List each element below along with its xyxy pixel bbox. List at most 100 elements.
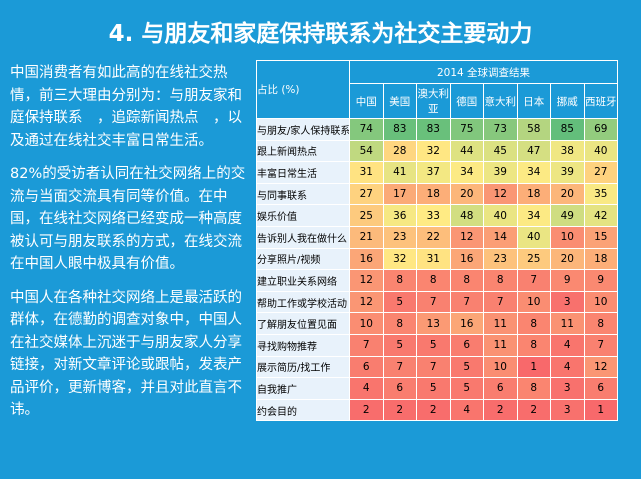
column-header: 意大利: [483, 83, 518, 119]
cell: 83: [382, 118, 417, 141]
header-row: 占比 (%) 2014 全球调查结果: [256, 60, 618, 119]
cell: 6: [449, 333, 484, 357]
cell: 8: [416, 269, 451, 292]
row-label: 自我推广: [256, 377, 350, 400]
cell: 23: [483, 247, 518, 271]
cell: 25: [349, 204, 384, 227]
cell: 27: [583, 161, 618, 184]
cell: 8: [516, 312, 551, 335]
text-column: 中国消费者有如此高的在线社交热情，前三大理由分别为：与朋友家和庭保持联系 ，追踪…: [10, 62, 246, 433]
cell: 40: [516, 225, 551, 249]
cell: 58: [516, 118, 551, 141]
cell: 13: [416, 312, 451, 335]
row-label: 分享照片/视频: [256, 247, 350, 271]
cell: 8: [516, 333, 551, 357]
cell: 10: [516, 290, 551, 314]
cell: 1: [516, 355, 551, 379]
group-header: 2014 全球调查结果: [349, 60, 618, 84]
row-label: 寻找购物推荐: [256, 333, 350, 357]
cell: 40: [583, 139, 618, 163]
cell: 12: [349, 290, 384, 314]
column-header: 挪威: [550, 83, 585, 119]
cell: 12: [449, 225, 484, 249]
cell: 1: [583, 398, 618, 422]
table-row: 了解朋友位置见面 10 8 13 16 11 8 11 8: [256, 312, 618, 335]
cell: 37: [416, 161, 451, 184]
cell: 18: [516, 182, 551, 206]
cell: 7: [516, 269, 551, 292]
cell: 39: [550, 161, 585, 184]
cell: 16: [449, 247, 484, 271]
cell: 25: [516, 247, 551, 271]
header-row: 中国 美国 澳大利亚 德国 意大利 日本 挪威 西班牙: [257, 83, 618, 119]
column-header: 日本: [516, 83, 551, 119]
cell: 7: [349, 333, 384, 357]
cell: 54: [349, 139, 384, 163]
cell: 3: [550, 398, 585, 422]
row-label: 娱乐价值: [256, 204, 350, 227]
cell: 42: [583, 204, 618, 227]
cell: 69: [583, 118, 618, 141]
column-header: 中国: [349, 83, 384, 119]
cell: 34: [516, 204, 551, 227]
column-header: 西班牙: [583, 83, 618, 119]
cell: 39: [483, 161, 518, 184]
cell: 15: [583, 225, 618, 249]
cell: 7: [416, 355, 451, 379]
cell: 7: [382, 355, 417, 379]
table-row: 帮助工作或学校活动 12 5 7 7 7 10 3 10: [256, 290, 618, 314]
row-label: 帮助工作或学校活动: [256, 290, 350, 314]
cell: 10: [483, 355, 518, 379]
cell: 5: [382, 333, 417, 357]
table-row: 丰富日常生活 31 41 37 34 39 34 39 27: [256, 161, 618, 184]
cell: 5: [416, 377, 451, 400]
column-header: 美国: [382, 83, 417, 119]
title: 4. 与朋友和家庭保持联系为社交主要动力: [108, 21, 533, 47]
cell: 47: [516, 139, 551, 163]
cell: 33: [416, 204, 451, 227]
paragraph: 82%的受访者认同在社交网络上的交流与当面交流具有同等价值。在中国，在线社交网络…: [10, 166, 246, 272]
cell: 8: [483, 269, 518, 292]
cell: 7: [483, 290, 518, 314]
cell: 45: [483, 139, 518, 163]
row-label: 告诉别人我在做什么: [256, 225, 350, 249]
row-label: 与朋友/家人保持联系: [256, 118, 350, 141]
cell: 6: [483, 377, 518, 400]
cell: 22: [416, 225, 451, 249]
cell: 12: [483, 182, 518, 206]
cell: 49: [550, 204, 585, 227]
row-label: 了解朋友位置见面: [256, 312, 350, 335]
cell: 6: [349, 355, 384, 379]
cell: 2: [349, 398, 384, 422]
cell: 34: [516, 161, 551, 184]
table-row: 建立职业关系网络 12 8 8 8 8 7 9 9: [256, 269, 618, 292]
cell: 2: [516, 398, 551, 422]
corner-header: 占比 (%): [256, 60, 350, 119]
cell: 48: [449, 204, 484, 227]
cell: 73: [483, 118, 518, 141]
cell: 11: [483, 333, 518, 357]
cell: 38: [550, 139, 585, 163]
cell: 20: [550, 182, 585, 206]
table-row: 与朋友/家人保持联系 74 83 83 75 73 58 85 69: [256, 118, 618, 141]
paragraph: 中国消费者有如此高的在线社交热情，前三大理由分别为：与朋友家和庭保持联系 ，追踪…: [10, 65, 242, 149]
row-label: 约会目的: [256, 398, 350, 422]
cell: 18: [416, 182, 451, 206]
row-label: 跟上新闻热点: [256, 139, 350, 163]
cell: 16: [349, 247, 384, 271]
cell: 2: [382, 398, 417, 422]
cell: 32: [416, 139, 451, 163]
cell: 4: [550, 355, 585, 379]
cell: 27: [349, 182, 384, 206]
cell: 7: [449, 290, 484, 314]
cell: 9: [550, 269, 585, 292]
column-header: 德国: [449, 83, 484, 119]
table-row: 告诉别人我在做什么 21 23 22 12 14 40 10 15: [256, 225, 618, 249]
cell: 12: [349, 269, 384, 292]
cell: 18: [583, 247, 618, 271]
cell: 40: [483, 204, 518, 227]
cell: 3: [550, 377, 585, 400]
table-row: 跟上新闻热点 54 28 32 44 45 47 38 40: [256, 139, 618, 163]
cell: 5: [449, 355, 484, 379]
